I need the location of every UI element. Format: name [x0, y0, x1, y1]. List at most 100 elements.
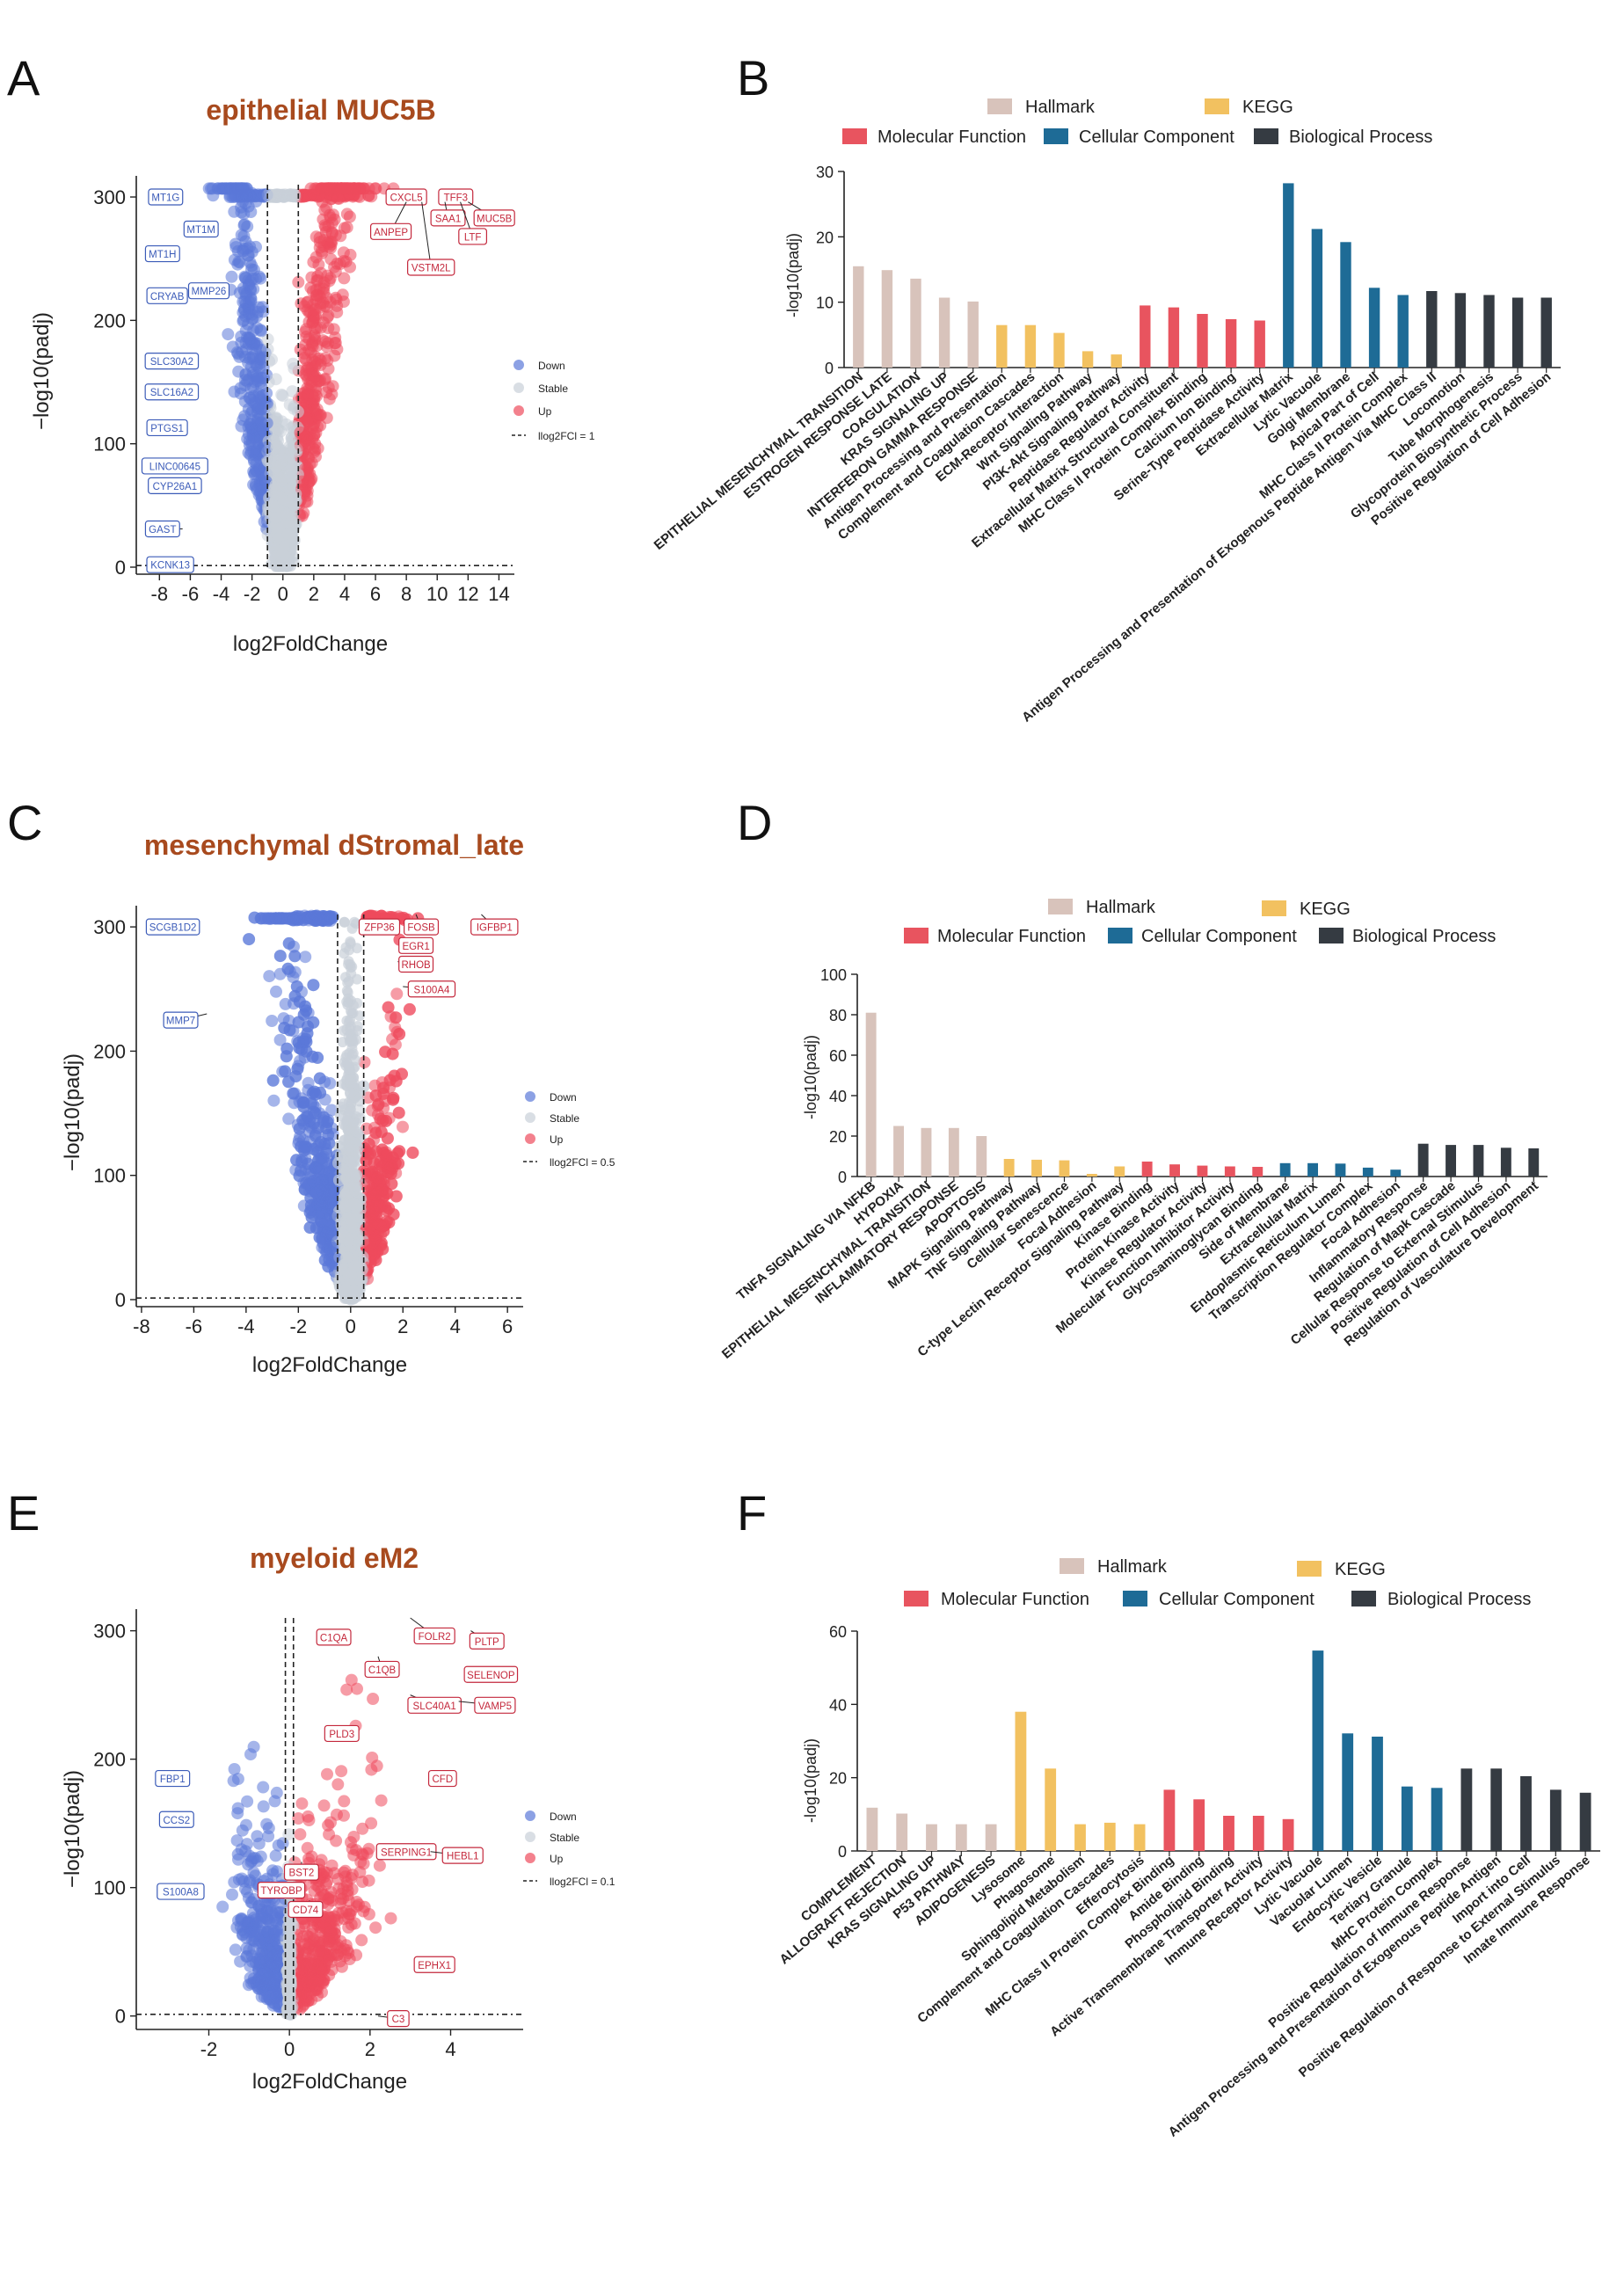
- up-point: [323, 392, 336, 405]
- gene-label: FOSB: [407, 923, 435, 934]
- up-point: [331, 1778, 345, 1791]
- up-point: [371, 1170, 384, 1184]
- down-point: [266, 1074, 280, 1087]
- down-point: [229, 190, 243, 203]
- x-tick-label: 4: [450, 1315, 461, 1337]
- gene-label: ANPEP: [374, 228, 408, 238]
- gene-label: SAA1: [435, 214, 461, 224]
- up-point: [294, 1828, 307, 1841]
- y-tick-label: 0: [115, 1289, 126, 1311]
- down-point: [288, 989, 302, 1002]
- up-point: [403, 1002, 416, 1016]
- up-point: [301, 295, 314, 309]
- stable-point: [346, 1077, 357, 1089]
- stable-point: [346, 1005, 356, 1016]
- down-point: [249, 463, 262, 477]
- up-point: [328, 213, 341, 226]
- stable-point: [341, 996, 353, 1008]
- up-point: [311, 441, 324, 455]
- stable-point: [348, 1197, 359, 1208]
- stable-point: [348, 1285, 360, 1296]
- up-point: [299, 368, 312, 381]
- x-tick-label: -2: [244, 583, 261, 605]
- stable-point: [291, 405, 304, 419]
- down-point: [307, 979, 320, 992]
- up-point: [331, 306, 344, 319]
- down-point: [282, 1075, 295, 1089]
- stable-point: [352, 973, 362, 985]
- x-tick-label: 10: [426, 583, 448, 605]
- gene-label: RHOB: [401, 960, 431, 971]
- up-point: [379, 1046, 392, 1059]
- x-tick-label: 2: [309, 583, 319, 605]
- down-point: [324, 1210, 338, 1223]
- legend-swatch-down: [513, 360, 524, 370]
- down-point: [317, 1174, 329, 1187]
- legend-swatch-up: [525, 1133, 535, 1144]
- stable-point: [346, 1135, 356, 1147]
- legend-label-down: Down: [538, 360, 565, 372]
- down-point: [235, 419, 248, 433]
- down-point: [306, 1050, 319, 1063]
- down-point: [313, 1072, 326, 1085]
- stable-point: [278, 473, 288, 484]
- stable-point: [284, 188, 297, 201]
- up-point: [397, 1120, 409, 1133]
- up-point: [335, 182, 348, 195]
- x-tick-label: -6: [182, 583, 200, 605]
- up-point: [330, 293, 343, 306]
- legend-swatch-stable: [525, 1112, 535, 1123]
- up-point: [369, 1921, 382, 1934]
- down-point: [238, 272, 251, 284]
- stable-point: [272, 490, 283, 501]
- down-point: [237, 281, 250, 295]
- down-point: [295, 1164, 308, 1177]
- volcano-title: epithelial MUC5B: [206, 94, 435, 126]
- down-point: [273, 950, 287, 963]
- up-point: [333, 258, 346, 270]
- down-point: [235, 206, 248, 219]
- up-point: [321, 311, 334, 324]
- volcano-legend: Down Stable Up llog2FCl = 1: [512, 360, 595, 442]
- up-point: [385, 1177, 398, 1191]
- stable-point: [350, 1171, 361, 1183]
- legend-label-stable: Stable: [538, 382, 568, 395]
- down-point: [270, 1786, 283, 1799]
- up-point: [302, 452, 316, 465]
- up-point: [344, 182, 357, 195]
- panel-label-f: F: [737, 1485, 767, 1541]
- volcano-plot-c: mesenchymal dStromal_late log2FoldChange…: [61, 829, 615, 1377]
- down-point: [270, 985, 282, 998]
- stable-point: [282, 528, 293, 540]
- stable-point: [342, 1251, 353, 1263]
- up-point: [376, 1114, 390, 1127]
- gene-label: MMP7: [166, 1016, 195, 1027]
- stable-point: [343, 958, 354, 970]
- up-point: [323, 240, 336, 253]
- up-point: [302, 343, 316, 356]
- down-point: [263, 970, 276, 983]
- panel-label-e: E: [7, 1485, 40, 1541]
- up-point: [390, 1011, 403, 1024]
- stable-point: [341, 1024, 353, 1035]
- down-point: [232, 255, 245, 268]
- down-point: [241, 375, 254, 388]
- stable-point: [286, 385, 299, 398]
- stable-point: [345, 937, 356, 949]
- down-point: [300, 1177, 313, 1190]
- down-point: [225, 270, 238, 283]
- gene-label: GAST: [149, 525, 176, 536]
- up-point: [310, 426, 323, 440]
- down-point: [254, 272, 267, 285]
- down-point: [283, 1024, 296, 1037]
- up-point: [314, 354, 327, 368]
- down-point: [281, 962, 295, 975]
- legend-swatch-down: [525, 1091, 535, 1102]
- stable-point: [345, 1089, 356, 1100]
- down-point: [280, 1042, 294, 1055]
- gene-label: CRYAB: [150, 292, 185, 302]
- up-point: [390, 987, 404, 1001]
- down-point: [243, 933, 256, 946]
- gene-label: KCNK13: [150, 561, 190, 572]
- x-tick-label: -4: [213, 583, 230, 605]
